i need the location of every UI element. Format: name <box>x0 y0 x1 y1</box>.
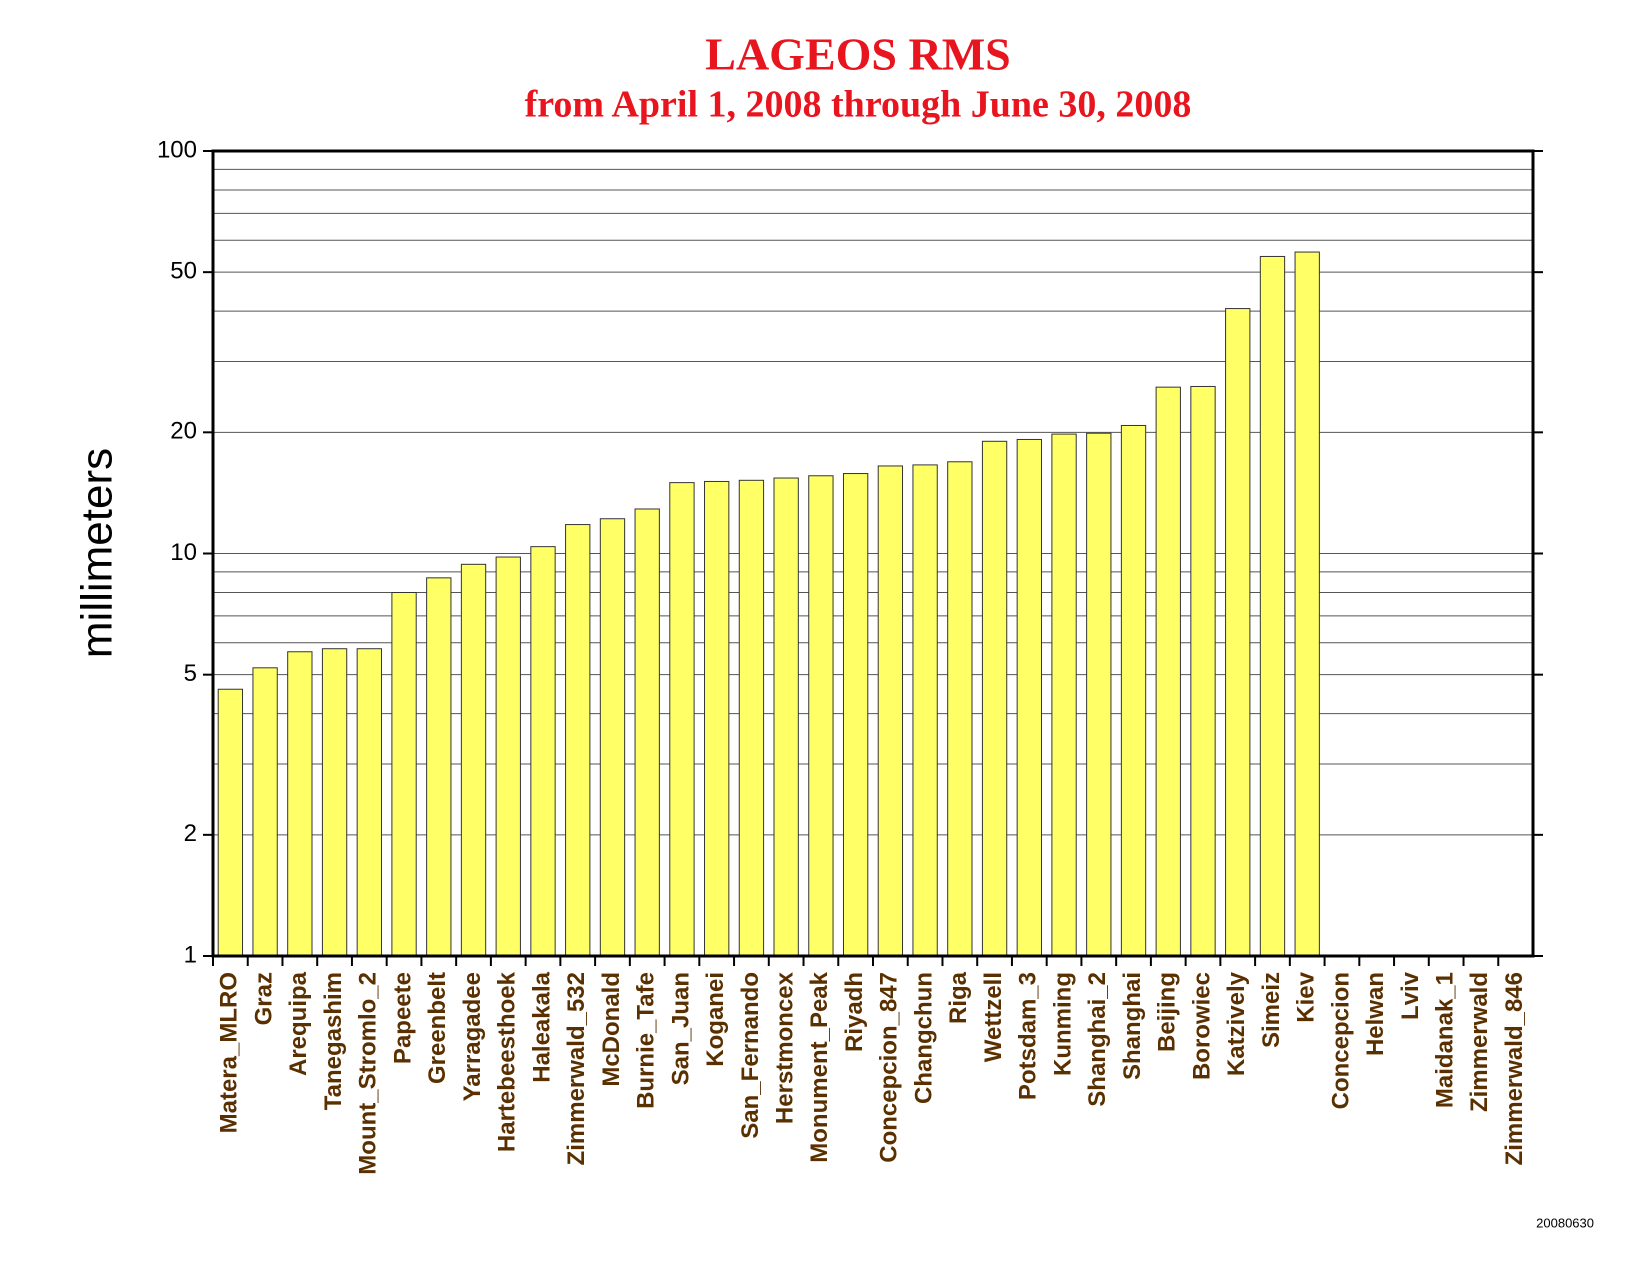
bar <box>634 508 660 957</box>
bar <box>981 440 1008 957</box>
x-tick-label: Shanghai <box>1119 972 1146 1080</box>
x-tick-label: Beijing <box>1154 972 1181 1052</box>
bar <box>356 648 382 957</box>
bar <box>773 477 799 957</box>
x-tick-label: Zimmerwald <box>1466 972 1493 1112</box>
x-tick-label: San_Juan <box>667 972 694 1085</box>
bar <box>947 461 973 957</box>
x-tick-label: Katzively <box>1223 971 1250 1076</box>
bar <box>704 480 730 957</box>
plot-frame <box>211 149 1535 958</box>
bar <box>321 648 348 957</box>
y-axis-label: millimeters <box>73 448 122 658</box>
bar <box>877 465 904 957</box>
x-tick-label: Mount_Stromlo_2 <box>355 972 382 1175</box>
x-tick-label: Tanegashim <box>320 972 347 1110</box>
bar <box>1225 308 1251 957</box>
bar <box>217 688 244 957</box>
x-tick-label: San_Fernando <box>737 972 764 1139</box>
x-tick-label: Borowiec <box>1188 972 1215 1080</box>
x-tick-label: Helwan <box>1362 972 1389 1056</box>
x-tick-label: Papeete <box>389 972 416 1064</box>
x-tick-label: McDonald <box>598 972 625 1087</box>
x-tick-label: Zimmerwald_532 <box>563 972 590 1165</box>
bar <box>738 479 765 957</box>
y-tick-label: 100 <box>157 136 197 163</box>
y-tick-label: 20 <box>170 418 197 445</box>
x-tick-label: Concepcion <box>1327 972 1354 1109</box>
bar <box>1086 432 1112 957</box>
bar <box>808 475 834 957</box>
chart-title: LAGEOS RMS <box>705 29 1010 80</box>
x-tick-label: Shanghai_2 <box>1084 972 1111 1107</box>
x-tick-label: Graz <box>250 972 277 1025</box>
y-tick-label: 5 <box>184 660 197 687</box>
x-tick-label: Simeiz <box>1258 972 1285 1048</box>
x-tick-label: Monument_Peak <box>806 971 833 1162</box>
y-tick-label: 50 <box>170 258 197 285</box>
x-tick-label: Kunming <box>1049 972 1076 1076</box>
bar <box>842 473 869 957</box>
x-tick-label: Changchun <box>910 972 937 1104</box>
x-tick-label: Riyadh <box>841 972 868 1052</box>
bar <box>1190 385 1216 957</box>
bar <box>599 518 626 957</box>
bar <box>669 482 695 957</box>
x-tick-label: Yarragadee <box>459 972 486 1101</box>
x-tick-label: Arequipa <box>285 971 312 1076</box>
x-tick-label: Potsdam_3 <box>1015 972 1042 1100</box>
y-tick-label: 1 <box>184 941 197 968</box>
x-tick-label: Wettzell <box>980 972 1007 1062</box>
bar <box>912 464 938 957</box>
x-tick-label: Greenbelt <box>424 972 451 1084</box>
x-tick-label: Burnie_Tafe <box>633 972 660 1109</box>
x-tick-label: Maidanak_1 <box>1432 972 1459 1108</box>
x-tick-label: Kiev <box>1293 971 1320 1022</box>
bar <box>1120 424 1147 957</box>
bar <box>1016 438 1042 957</box>
bar <box>495 556 521 957</box>
x-tick-label: Riga <box>945 971 972 1024</box>
bar <box>1259 255 1286 957</box>
x-tick-label: Lviv <box>1397 971 1424 1020</box>
x-tick-label: Haleakala <box>528 971 555 1082</box>
x-tick-label: Concepcion_847 <box>876 972 903 1163</box>
footnote: 20080630 <box>1536 1215 1594 1230</box>
bar <box>1051 433 1077 957</box>
x-tick-label: Hartebeesthoek <box>494 971 521 1152</box>
bar <box>252 667 278 957</box>
bar <box>460 563 487 957</box>
x-tick-label: Matera_MLRO <box>216 972 243 1133</box>
y-tick-label: 2 <box>184 820 197 847</box>
bar <box>426 577 452 957</box>
bar <box>530 546 556 957</box>
y-tick-label: 10 <box>170 539 197 566</box>
x-tick-label: Koganei <box>702 972 729 1067</box>
x-tick-label: Zimmerwald_846 <box>1501 972 1528 1165</box>
bar <box>287 651 313 957</box>
bar <box>565 524 591 957</box>
bar <box>1294 251 1320 957</box>
bar <box>391 592 417 957</box>
bar <box>1155 386 1181 957</box>
chart-subtitle: from April 1, 2008 through June 30, 2008 <box>525 84 1192 126</box>
x-tick-label: Herstmoncex <box>772 971 799 1124</box>
